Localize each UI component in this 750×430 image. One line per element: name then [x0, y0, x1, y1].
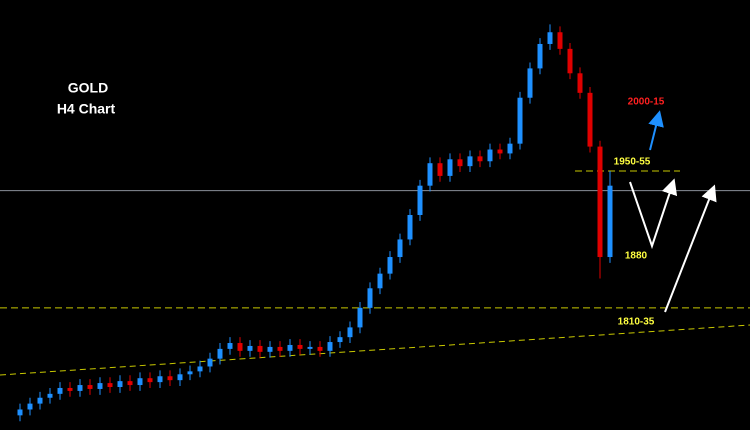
- candle-body: [437, 163, 443, 176]
- candle-body: [237, 343, 243, 351]
- candle-body: [307, 346, 313, 349]
- candle-body: [547, 32, 553, 44]
- candle-body: [317, 346, 323, 351]
- candle-body: [477, 156, 483, 162]
- projection-arrow: [664, 184, 717, 313]
- candle-body: [327, 342, 333, 351]
- candle-body: [357, 307, 363, 328]
- candle-body: [407, 215, 413, 240]
- candle-body: [337, 337, 343, 343]
- candle-body: [527, 68, 533, 98]
- candle-body: [137, 378, 143, 386]
- chart-subtitle: H4 Chart: [57, 101, 116, 117]
- candle-body: [57, 387, 63, 394]
- candle-body: [367, 288, 373, 308]
- candle-body: [27, 403, 33, 410]
- candle-body: [167, 376, 173, 381]
- candle-body: [427, 163, 433, 186]
- level-label: 1810-35: [618, 316, 655, 327]
- candle-body: [147, 378, 153, 383]
- candle-body: [497, 149, 503, 154]
- candle-body: [17, 409, 23, 416]
- candle-body: [517, 97, 523, 144]
- candle-body: [127, 381, 133, 386]
- candle-body: [397, 239, 403, 258]
- candle-body: [557, 32, 563, 49]
- candle-body: [207, 358, 213, 367]
- candle-body: [267, 346, 273, 352]
- candle-body: [107, 383, 113, 387]
- candle-body: [87, 385, 93, 389]
- candle-body: [387, 257, 393, 274]
- annotation: 1880: [625, 251, 648, 262]
- candle-body: [577, 73, 583, 93]
- candle-body: [197, 366, 203, 372]
- candle-body: [287, 344, 293, 351]
- candle-body: [347, 327, 353, 338]
- candle-body: [177, 374, 183, 381]
- candle-body: [587, 92, 593, 147]
- candle-body: [227, 343, 233, 349]
- candle-body: [67, 387, 73, 391]
- candle-body: [447, 159, 453, 176]
- candle-body: [117, 381, 123, 387]
- candle-body: [187, 371, 193, 375]
- candle-body: [247, 345, 253, 351]
- candle-body: [257, 345, 263, 352]
- candle-body: [297, 344, 303, 349]
- candle-body: [47, 393, 53, 398]
- candle-body: [97, 383, 103, 389]
- candle-body: [467, 156, 473, 167]
- candle-body: [77, 385, 83, 391]
- candle-body: [487, 149, 493, 162]
- candle-body: [217, 348, 223, 359]
- trend-line: [0, 324, 750, 376]
- candle-body: [567, 48, 573, 74]
- candle-body: [607, 185, 613, 258]
- annotation: 2000-15: [628, 97, 665, 108]
- candle-body: [37, 397, 43, 404]
- candle-body: [537, 43, 543, 69]
- target-arrow: [648, 110, 664, 151]
- candle-body: [457, 159, 463, 167]
- candle-body: [597, 146, 603, 258]
- candle-body: [507, 143, 513, 154]
- candle-body: [277, 346, 283, 351]
- candle-body: [377, 273, 383, 289]
- level-label: 1950-55: [614, 157, 651, 168]
- candle-body: [157, 376, 163, 383]
- projection-arrow: [629, 178, 678, 250]
- chart-title: GOLD: [68, 80, 108, 96]
- candle-body: [417, 185, 423, 215]
